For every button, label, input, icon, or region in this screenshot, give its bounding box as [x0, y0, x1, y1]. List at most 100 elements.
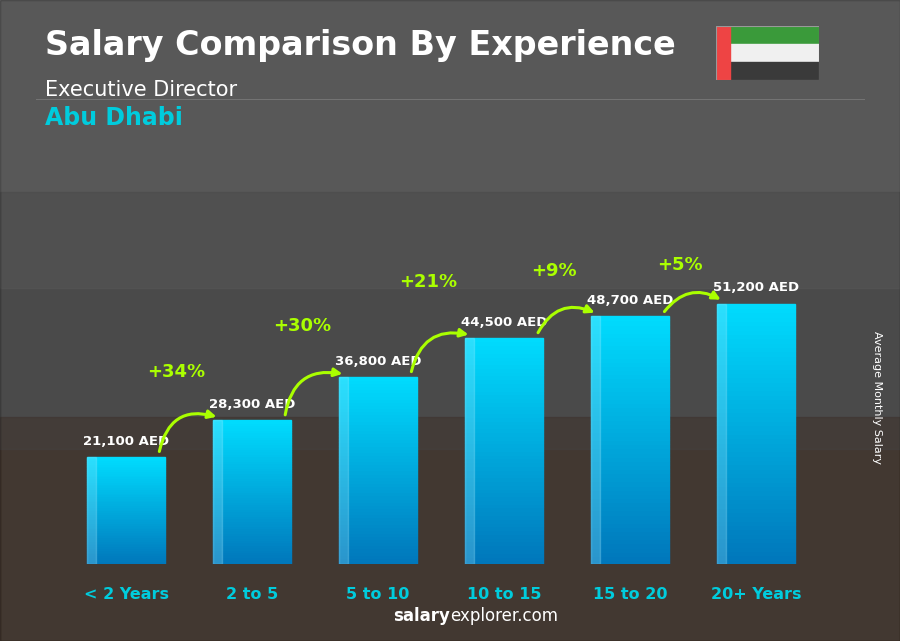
- Bar: [87, 551, 165, 553]
- Bar: [339, 377, 348, 564]
- Bar: [213, 521, 291, 523]
- Text: 15 to 20: 15 to 20: [593, 587, 667, 602]
- Bar: [591, 374, 669, 378]
- Bar: [213, 437, 291, 439]
- Bar: [339, 517, 417, 520]
- Bar: [213, 485, 291, 487]
- Bar: [213, 557, 291, 560]
- Bar: [0, 417, 900, 641]
- Bar: [339, 529, 417, 533]
- Bar: [213, 466, 291, 468]
- Bar: [465, 406, 543, 410]
- Bar: [465, 349, 543, 353]
- Bar: [339, 439, 417, 442]
- Bar: [591, 390, 669, 395]
- Bar: [87, 494, 165, 496]
- Bar: [87, 503, 165, 505]
- Bar: [339, 436, 417, 439]
- Bar: [87, 525, 165, 526]
- Bar: [339, 470, 417, 474]
- Bar: [339, 392, 417, 395]
- Bar: [465, 364, 543, 368]
- Bar: [213, 420, 222, 564]
- Bar: [591, 490, 669, 494]
- Bar: [339, 558, 417, 561]
- Bar: [730, 26, 819, 44]
- Bar: [339, 417, 417, 420]
- Bar: [465, 372, 543, 376]
- Bar: [591, 333, 669, 337]
- Bar: [717, 304, 795, 308]
- Bar: [591, 473, 669, 478]
- Bar: [717, 356, 795, 360]
- Bar: [213, 458, 291, 461]
- Bar: [465, 526, 543, 530]
- Bar: [213, 560, 291, 562]
- Bar: [591, 424, 669, 428]
- Bar: [717, 534, 795, 538]
- Bar: [213, 447, 291, 449]
- Bar: [465, 383, 543, 387]
- Bar: [465, 451, 543, 454]
- Bar: [339, 408, 417, 411]
- Bar: [465, 454, 543, 458]
- Bar: [717, 547, 795, 551]
- Bar: [213, 545, 291, 547]
- Text: +30%: +30%: [274, 317, 331, 335]
- Bar: [717, 464, 795, 469]
- Bar: [591, 506, 669, 510]
- Bar: [591, 387, 669, 390]
- Bar: [465, 462, 543, 466]
- Bar: [213, 449, 291, 451]
- Bar: [591, 486, 669, 490]
- Bar: [717, 473, 795, 478]
- Bar: [87, 557, 165, 559]
- Text: +34%: +34%: [148, 363, 205, 381]
- Bar: [339, 424, 417, 427]
- Bar: [465, 338, 474, 564]
- Bar: [591, 432, 669, 436]
- Bar: [717, 308, 795, 312]
- Bar: [591, 316, 669, 320]
- Bar: [591, 358, 669, 362]
- Bar: [87, 464, 165, 465]
- Bar: [87, 474, 165, 476]
- Bar: [339, 536, 417, 539]
- Bar: [465, 485, 543, 488]
- Bar: [465, 515, 543, 519]
- Bar: [591, 523, 669, 527]
- Bar: [717, 403, 795, 408]
- Bar: [717, 369, 795, 373]
- Bar: [213, 463, 291, 466]
- Bar: [213, 533, 291, 535]
- Bar: [213, 494, 291, 497]
- Bar: [213, 470, 291, 473]
- Bar: [339, 377, 417, 380]
- Bar: [213, 439, 291, 442]
- Bar: [465, 440, 543, 444]
- Bar: [717, 469, 795, 473]
- Bar: [591, 515, 669, 519]
- Bar: [591, 383, 669, 387]
- Bar: [87, 469, 165, 471]
- Bar: [213, 487, 291, 490]
- Bar: [87, 478, 165, 480]
- Bar: [591, 478, 669, 481]
- Bar: [717, 499, 795, 503]
- Bar: [213, 497, 291, 499]
- Bar: [591, 320, 669, 324]
- Bar: [87, 510, 165, 512]
- Bar: [465, 556, 543, 560]
- Bar: [465, 444, 543, 447]
- Bar: [717, 373, 795, 378]
- Bar: [87, 471, 165, 473]
- Bar: [465, 353, 543, 356]
- Bar: [717, 542, 795, 547]
- Bar: [717, 304, 726, 564]
- Bar: [591, 502, 669, 506]
- Bar: [717, 386, 795, 390]
- Bar: [591, 436, 669, 440]
- Bar: [213, 454, 291, 456]
- Bar: [465, 500, 543, 504]
- Bar: [717, 390, 795, 395]
